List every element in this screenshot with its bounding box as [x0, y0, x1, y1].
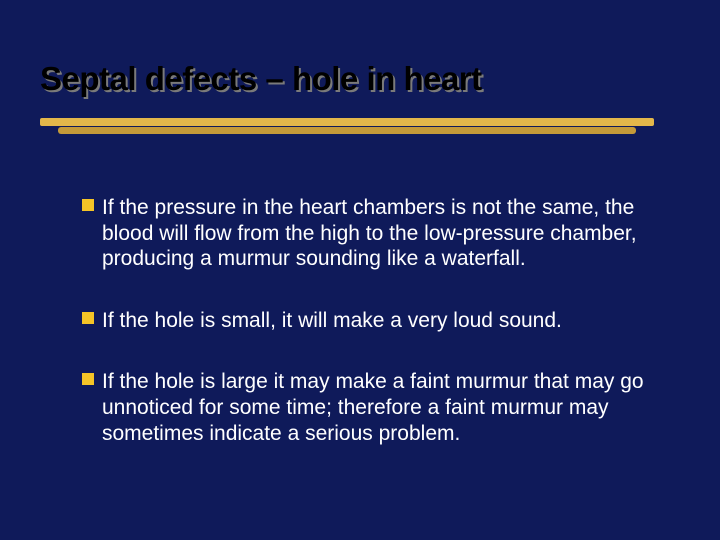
title-underline — [40, 118, 654, 140]
brush-stroke — [58, 127, 635, 134]
bullet-square-icon — [82, 199, 94, 211]
slide-title: Septal defects – hole in heart — [40, 60, 482, 98]
list-item: If the hole is small, it will make a ver… — [82, 308, 662, 334]
body-text: If the pressure in the heart chambers is… — [82, 195, 662, 482]
bullet-text: If the pressure in the heart chambers is… — [82, 195, 662, 272]
bullet-text: If the hole is small, it will make a ver… — [82, 308, 662, 334]
bullet-square-icon — [82, 312, 94, 324]
brush-stroke — [40, 118, 654, 126]
slide: Septal defects – hole in heart If the pr… — [0, 0, 720, 540]
bullet-square-icon — [82, 373, 94, 385]
bullet-text: If the hole is large it may make a faint… — [82, 369, 662, 446]
list-item: If the hole is large it may make a faint… — [82, 369, 662, 446]
list-item: If the pressure in the heart chambers is… — [82, 195, 662, 272]
